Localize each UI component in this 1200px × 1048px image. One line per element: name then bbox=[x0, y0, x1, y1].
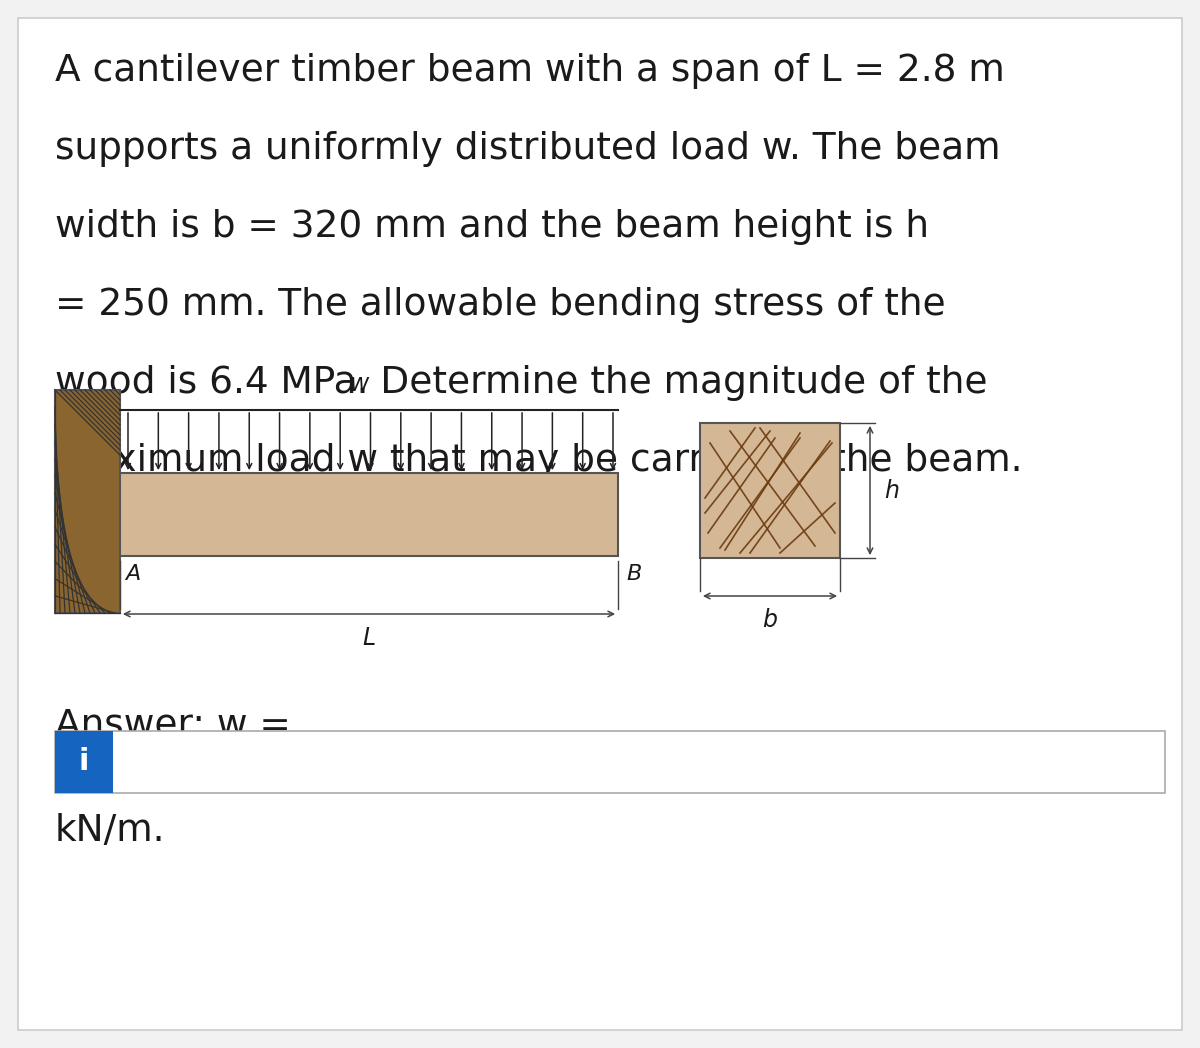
Text: B: B bbox=[626, 564, 641, 584]
Text: wood is 6.4 MPa. Determine the magnitude of the: wood is 6.4 MPa. Determine the magnitude… bbox=[55, 365, 988, 401]
Text: supports a uniformly distributed load w. The beam: supports a uniformly distributed load w.… bbox=[55, 131, 1001, 167]
Text: Answer: w =: Answer: w = bbox=[55, 708, 290, 744]
Text: i: i bbox=[79, 747, 89, 777]
Text: b: b bbox=[762, 608, 778, 632]
Bar bbox=[120, 473, 618, 556]
Text: maximum load w that may be carried by the beam.: maximum load w that may be carried by th… bbox=[55, 443, 1022, 479]
Text: A cantilever timber beam with a span of L = 2.8 m: A cantilever timber beam with a span of … bbox=[55, 53, 1004, 89]
Text: kN/m.: kN/m. bbox=[55, 813, 166, 849]
Text: h: h bbox=[884, 479, 899, 502]
Text: L: L bbox=[362, 626, 376, 650]
Bar bbox=[55, 732, 1165, 793]
Text: A: A bbox=[125, 564, 140, 584]
Text: = 250 mm. The allowable bending stress of the: = 250 mm. The allowable bending stress o… bbox=[55, 287, 946, 323]
Text: w: w bbox=[350, 372, 370, 396]
Bar bbox=[700, 423, 840, 558]
Bar bbox=[55, 732, 113, 793]
Text: width is b = 320 mm and the beam height is h: width is b = 320 mm and the beam height … bbox=[55, 209, 929, 245]
Bar bbox=[55, 390, 120, 613]
